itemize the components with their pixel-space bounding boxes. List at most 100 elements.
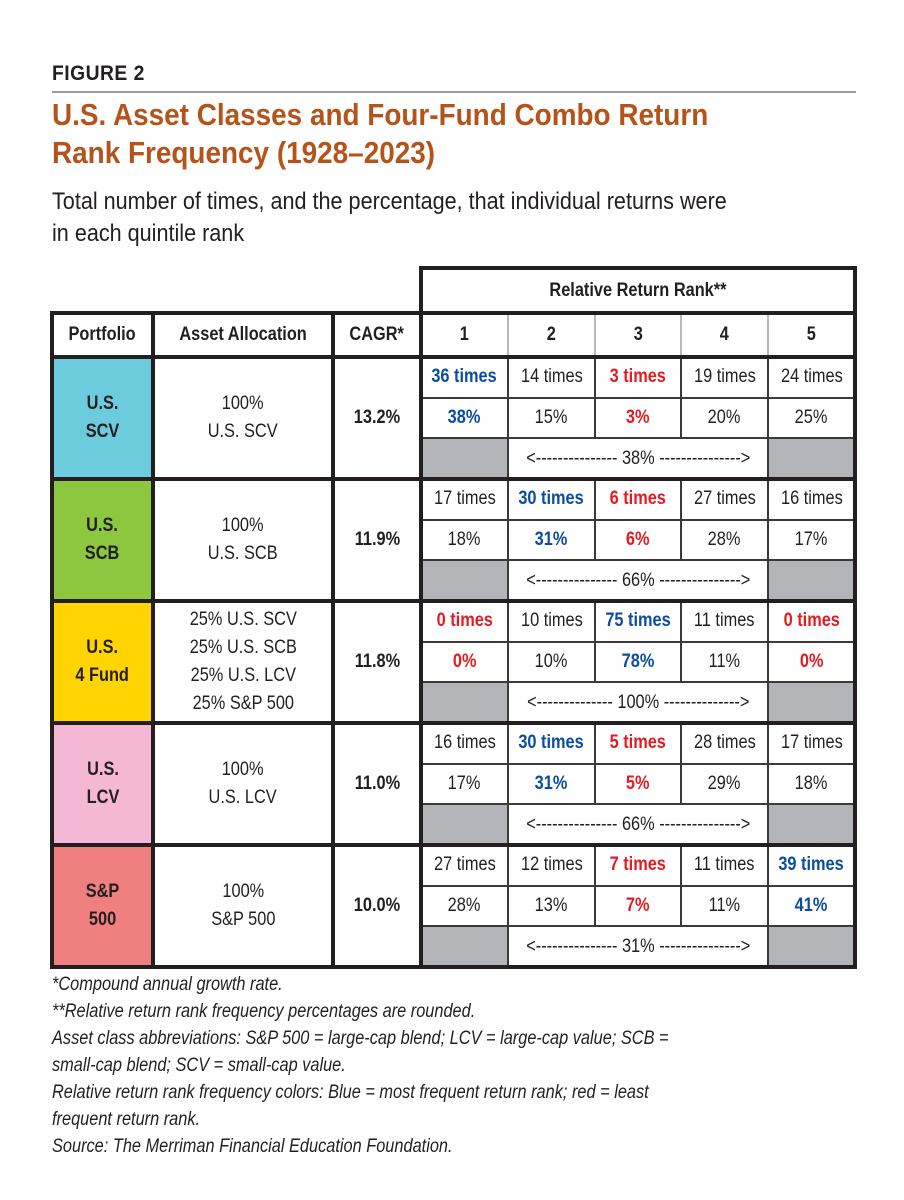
col-divider xyxy=(594,479,596,561)
row-divider xyxy=(421,884,855,887)
times-cell: 17 times xyxy=(421,479,508,520)
asset-allocation-cell: 100% U.S. SCB xyxy=(153,479,333,601)
span-gray-left xyxy=(421,682,508,723)
border-row-separator xyxy=(50,477,857,481)
portfolio-cell: S&P 500 xyxy=(52,845,153,967)
header-col-divider xyxy=(767,313,769,357)
group-header-relative-return-rank: Relative Return Rank** xyxy=(421,268,855,313)
percent-cell: 18% xyxy=(421,520,508,561)
percent-cell-text: 41% xyxy=(795,894,828,916)
border-group-left xyxy=(419,266,423,313)
border-row-separator xyxy=(50,599,857,603)
span-gray-right xyxy=(768,804,855,845)
percent-cell: 6% xyxy=(595,520,681,561)
times-cell-text: 24 times xyxy=(780,366,843,388)
footnote: frequent return rank. xyxy=(52,1109,201,1130)
border-right xyxy=(853,266,857,969)
percent-cell: 5% xyxy=(595,764,681,805)
percent-cell: 31% xyxy=(508,764,595,805)
row-divider xyxy=(421,925,855,928)
times-cell: 24 times xyxy=(768,357,855,398)
asset-allocation-cell: 25% U.S. SCV 25% U.S. SCB 25% U.S. LCV 2… xyxy=(153,601,333,723)
times-cell-text: 6 times xyxy=(609,488,667,510)
times-cell-text: 30 times xyxy=(518,488,585,510)
times-cell: 11 times xyxy=(681,601,768,642)
figure-label: FIGURE 2 xyxy=(52,62,145,85)
col-divider xyxy=(767,804,769,845)
times-cell: 17 times xyxy=(768,723,855,764)
percent-cell: 25% xyxy=(768,398,855,439)
middle-ranks-span-text: <--------------- 66% ---------------> xyxy=(525,813,751,835)
portfolio-cell: U.S. 4 Fund xyxy=(52,601,153,723)
footnotes: *Compound annual growth rate. **Relative… xyxy=(52,971,872,1160)
times-cell: 6 times xyxy=(595,479,681,520)
cagr-cell: 10.0% xyxy=(333,845,421,967)
percent-cell-text: 0% xyxy=(799,650,824,672)
header-col-divider xyxy=(594,313,596,357)
span-gray-left xyxy=(421,804,508,845)
col-divider xyxy=(767,723,769,805)
col-divider xyxy=(507,479,509,561)
asset-allocation-cell: 100% U.S. SCV xyxy=(153,357,333,479)
percent-cell-text: 78% xyxy=(621,650,655,672)
times-cell: 12 times xyxy=(508,845,595,886)
col-divider xyxy=(594,723,596,805)
row-divider xyxy=(421,559,855,562)
times-cell: 16 times xyxy=(421,723,508,764)
asset-allocation-cell-text: 100% S&P 500 xyxy=(210,881,276,930)
row-divider xyxy=(421,518,855,521)
column-header-rank-5: 5 xyxy=(768,313,855,357)
percent-cell-text: 6% xyxy=(626,528,650,550)
times-cell-text: 11 times xyxy=(694,854,755,876)
border-left xyxy=(50,311,54,969)
percent-cell-text: 0% xyxy=(452,650,477,672)
cagr-cell-text: 13.2% xyxy=(353,407,401,428)
times-cell-text: 39 times xyxy=(778,854,845,876)
times-cell: 39 times xyxy=(768,845,855,886)
col-divider xyxy=(680,357,682,439)
asset-allocation-cell-text: 100% U.S. SCV xyxy=(208,393,278,442)
span-gray-right xyxy=(768,682,855,723)
times-cell: 5 times xyxy=(595,723,681,764)
figure-subtitle: Total number of times, and the percentag… xyxy=(52,186,826,250)
span-gray-right xyxy=(768,438,855,479)
col-divider xyxy=(507,723,509,805)
percent-cell-text: 17% xyxy=(795,528,828,550)
percent-cell-text: 18% xyxy=(795,772,828,794)
column-header-portfolio-text: Portfolio xyxy=(68,324,137,345)
col-divider xyxy=(767,926,769,967)
column-header-rank-5-text: 5 xyxy=(806,324,817,345)
asset-allocation-cell: 100% U.S. LCV xyxy=(153,723,333,845)
border-col-separator xyxy=(419,311,423,969)
times-cell: 10 times xyxy=(508,601,595,642)
col-divider xyxy=(680,723,682,805)
times-cell: 0 times xyxy=(768,601,855,642)
times-cell: 30 times xyxy=(508,723,595,764)
times-cell: 16 times xyxy=(768,479,855,520)
span-gray-right xyxy=(768,926,855,967)
times-cell: 75 times xyxy=(595,601,681,642)
border-col-separator xyxy=(331,311,335,969)
percent-cell: 28% xyxy=(421,886,508,927)
cagr-cell: 11.8% xyxy=(333,601,421,723)
asset-allocation-cell: 100% S&P 500 xyxy=(153,845,333,967)
times-cell-text: 12 times xyxy=(520,854,583,876)
row-divider xyxy=(421,762,855,765)
percent-cell: 3% xyxy=(595,398,681,439)
times-cell-text: 16 times xyxy=(433,732,496,754)
times-cell: 19 times xyxy=(681,357,768,398)
times-cell-text: 36 times xyxy=(431,366,498,388)
percent-cell: 15% xyxy=(508,398,595,439)
figure-title: U.S. Asset Classes and Four-Fund Combo R… xyxy=(52,96,790,172)
percent-cell: 11% xyxy=(681,642,768,683)
footnote: *Compound annual growth rate. xyxy=(52,974,283,995)
percent-cell: 29% xyxy=(681,764,768,805)
percent-cell-text: 29% xyxy=(708,772,741,794)
times-cell-text: 17 times xyxy=(780,732,843,754)
cagr-cell-text: 11.9% xyxy=(354,529,400,550)
middle-ranks-span: <--------------- 38% ---------------> xyxy=(508,438,768,479)
percent-cell-text: 11% xyxy=(708,894,741,916)
middle-ranks-span-text: <--------------- 66% ---------------> xyxy=(525,569,751,591)
col-divider xyxy=(767,479,769,561)
middle-ranks-span: <--------------- 66% ---------------> xyxy=(508,804,768,845)
